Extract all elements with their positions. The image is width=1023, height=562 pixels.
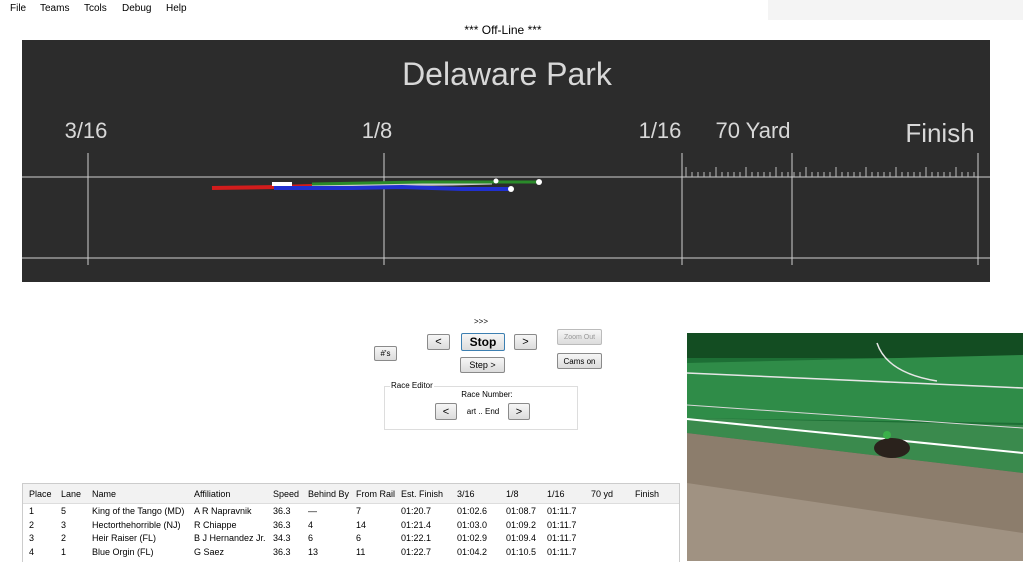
table-cell: 01:22.1 — [401, 533, 432, 543]
table-cell: 01:11.7 — [547, 519, 577, 530]
step-button[interactable]: Step > — [460, 357, 505, 373]
race-prev-button[interactable]: < — [435, 403, 457, 420]
table-cell: Heir Raiser (FL) — [92, 533, 157, 543]
numbers-button[interactable]: #'s — [374, 346, 397, 361]
table-cell: 01:04.2 — [457, 546, 488, 557]
group-title: Race Editor — [390, 381, 434, 390]
race-next-button[interactable]: > — [508, 403, 530, 420]
table-cell: 01:21.4 — [401, 519, 432, 530]
table-cell: 2 — [61, 533, 67, 543]
toolbar-area — [768, 0, 1023, 20]
table-cell: 01:08.7 — [506, 506, 537, 516]
status-text: *** Off-Line *** — [464, 23, 542, 37]
table-cell: A R Napravnik — [194, 506, 252, 516]
track-lines — [22, 153, 990, 265]
table-cell: 11 — [356, 546, 366, 557]
marker-label: 70 Yard — [715, 118, 790, 143]
column-header: Est. Finish — [401, 489, 444, 499]
table-cell: 36.3 — [273, 519, 291, 530]
column-header: From Rail — [356, 489, 396, 499]
table-cell: 01:09.2 — [506, 519, 537, 530]
race-editor-group — [384, 386, 578, 430]
table-cell: 6 — [356, 533, 362, 543]
zoom-out-button[interactable]: Zoom Out — [557, 329, 602, 345]
column-header: Finish — [635, 489, 660, 499]
table-cell: 36.3 — [273, 506, 291, 516]
menu-item[interactable]: Debug — [122, 3, 152, 14]
table-cell: 01:03.0 — [457, 519, 488, 530]
table-cell: 01:11.7 — [547, 533, 577, 543]
table-cell: B J Hernandez Jr. — [194, 533, 266, 543]
table-cell: 2 — [29, 519, 35, 530]
track-title: Delaware Park — [402, 56, 613, 92]
table-cell: 3 — [29, 533, 35, 543]
column-header: Speed — [273, 489, 300, 499]
marker-label: 1/8 — [362, 118, 393, 143]
next-button[interactable]: > — [514, 334, 537, 350]
race-number-label: Race Number: — [461, 390, 513, 399]
menu-item[interactable]: File — [10, 3, 27, 14]
table-cell: 5 — [61, 506, 67, 516]
table-cell: 4 — [29, 546, 35, 557]
prev-button[interactable]: < — [427, 334, 450, 350]
column-header: 3/16 — [457, 489, 475, 499]
marker-label: 3/16 — [65, 118, 108, 143]
results-table: Place Lane Name Affiliation Speed Behind By Fr… — [22, 483, 680, 562]
table-cell: 13 — [308, 546, 319, 557]
column-header: Place — [29, 489, 52, 499]
cams-button[interactable]: Cams on — [557, 353, 602, 369]
marker-label: Finish — [905, 118, 974, 148]
table-cell: R Chiappe — [194, 519, 237, 530]
horse-traces — [211, 178, 542, 192]
table-cell: 01:11.7 — [547, 546, 577, 557]
table-cell: 01:02.9 — [457, 533, 488, 543]
speed-indicator: >>> — [473, 317, 488, 326]
column-header: Affiliation — [194, 489, 231, 499]
column-header: 70 yd — [591, 489, 614, 499]
table-cell: 7 — [356, 506, 362, 516]
table-cell: 1 — [29, 506, 35, 516]
table-cell: 14 — [356, 519, 367, 530]
column-header: 1/8 — [506, 489, 519, 499]
table-cell: 01:20.7 — [401, 506, 432, 516]
stop-button[interactable]: Stop — [461, 333, 505, 351]
table-cell: 01:09.4 — [506, 533, 537, 543]
menu-item[interactable]: Teams — [40, 3, 70, 14]
race-number-value[interactable]: art .. End — [466, 407, 500, 416]
table-cell: 1 — [61, 546, 67, 557]
table-cell: 01:22.7 — [401, 546, 432, 557]
table-cell: 36.3 — [273, 546, 291, 557]
track-panel: Delaware Park 3/16 1/8 1/16 70 Yard Fini… — [22, 40, 990, 282]
ruler-ticks — [685, 167, 975, 177]
table-cell: King of the Tango (MD) — [92, 506, 185, 516]
table-cell: 01:02.6 — [457, 506, 488, 516]
menu-item[interactable]: Tcols — [84, 3, 107, 14]
table-cell: 6 — [308, 533, 314, 543]
table-cell: 4 — [308, 519, 314, 530]
table-cell: 01:11.7 — [547, 506, 577, 516]
marker-label: 1/16 — [639, 118, 682, 143]
table-header-bg — [23, 484, 679, 504]
table-cell: G Saez — [194, 546, 225, 557]
video-feed — [687, 333, 1023, 561]
menu-item[interactable]: Help — [166, 3, 187, 14]
track-markers: 3/16 1/8 1/16 70 Yard Finish — [65, 118, 975, 148]
table-cell: 01:10.5 — [506, 546, 537, 557]
column-header: Behind By — [308, 489, 350, 499]
column-header: 1/16 — [547, 489, 565, 499]
table-cell: Blue Orgin (FL) — [92, 546, 154, 557]
track-bg — [22, 40, 990, 282]
table-cell: 34.3 — [273, 533, 291, 543]
table-cell: Hectorthehorrible (NJ) — [92, 519, 181, 530]
table-cell: 3 — [61, 519, 67, 530]
column-header: Name — [92, 489, 117, 499]
table-cell: — — [308, 506, 317, 516]
column-header: Lane — [61, 489, 82, 499]
